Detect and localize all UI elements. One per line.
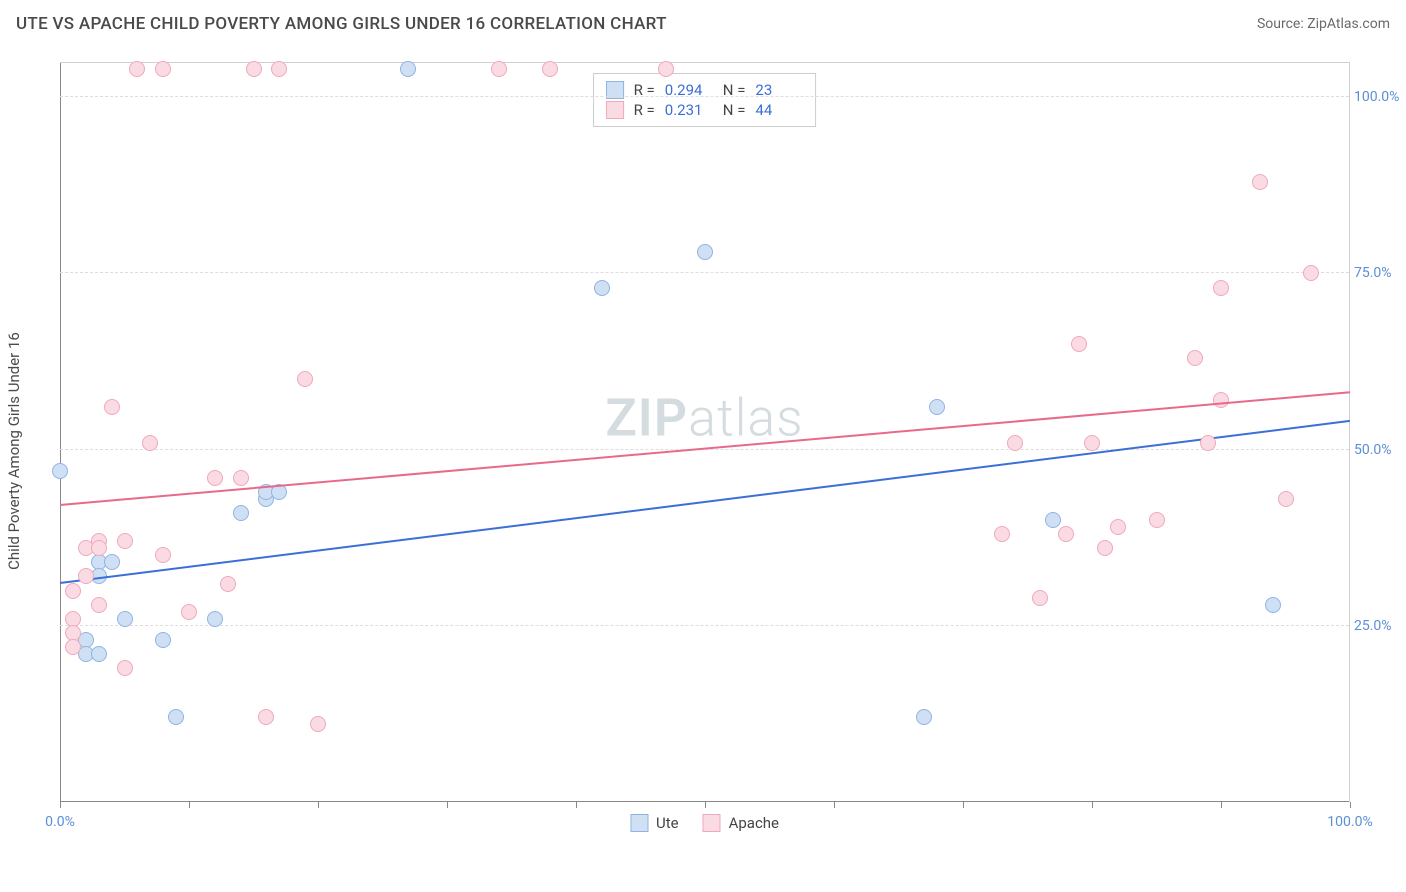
y-tick-label: 25.0% bbox=[1354, 618, 1406, 634]
scatter-point bbox=[491, 61, 507, 77]
legend-item: Ute bbox=[630, 814, 679, 832]
scatter-point bbox=[65, 639, 81, 655]
scatter-point bbox=[1149, 512, 1165, 528]
legend-swatch bbox=[703, 814, 721, 832]
scatter-point bbox=[542, 61, 558, 77]
y-tick-label: 75.0% bbox=[1354, 265, 1406, 281]
scatter-point bbox=[1265, 597, 1281, 613]
scatter-point bbox=[1071, 336, 1087, 352]
legend-label: Apache bbox=[729, 814, 779, 832]
scatter-point bbox=[1110, 519, 1126, 535]
scatter-point bbox=[1007, 435, 1023, 451]
scatter-point bbox=[207, 470, 223, 486]
scatter-point bbox=[181, 604, 197, 620]
scatter-point bbox=[1084, 435, 1100, 451]
scatter-point bbox=[258, 709, 274, 725]
scatter-point bbox=[994, 526, 1010, 542]
legend-swatch bbox=[606, 101, 624, 119]
legend-label: Ute bbox=[656, 814, 679, 832]
scatter-point bbox=[91, 597, 107, 613]
scatter-point bbox=[233, 470, 249, 486]
chart-title: UTE VS APACHE CHILD POVERTY AMONG GIRLS … bbox=[16, 14, 667, 34]
y-axis-line bbox=[60, 63, 61, 802]
legend-item: Apache bbox=[703, 814, 779, 832]
watermark-rest: atlas bbox=[688, 387, 804, 448]
scatter-point bbox=[129, 61, 145, 77]
stats-r-label: R = bbox=[634, 101, 655, 119]
scatter-point bbox=[697, 244, 713, 260]
scatter-point bbox=[155, 547, 171, 563]
chart-container: Child Poverty Among Girls Under 16 ZIPat… bbox=[50, 52, 1390, 832]
scatter-point bbox=[310, 716, 326, 732]
scatter-point bbox=[104, 554, 120, 570]
watermark: ZIPatlas bbox=[605, 387, 803, 448]
scatter-point bbox=[104, 399, 120, 415]
scatter-point bbox=[400, 61, 416, 77]
scatter-point bbox=[1187, 350, 1203, 366]
x-tick bbox=[318, 802, 319, 808]
scatter-point bbox=[1045, 512, 1061, 528]
x-tick bbox=[1350, 802, 1351, 808]
x-tick bbox=[963, 802, 964, 808]
scatter-point bbox=[233, 505, 249, 521]
scatter-point bbox=[155, 61, 171, 77]
stats-n-value: 44 bbox=[755, 101, 803, 119]
y-axis-label: Child Poverty Among Girls Under 16 bbox=[5, 332, 23, 570]
scatter-point bbox=[1252, 174, 1268, 190]
scatter-point bbox=[91, 540, 107, 556]
scatter-point bbox=[246, 61, 262, 77]
scatter-point bbox=[297, 371, 313, 387]
gridline-h bbox=[60, 96, 1349, 97]
scatter-point bbox=[65, 583, 81, 599]
scatter-point bbox=[1200, 435, 1216, 451]
scatter-point bbox=[1058, 526, 1074, 542]
scatter-point bbox=[594, 280, 610, 296]
scatter-point bbox=[142, 435, 158, 451]
x-tick-label: 0.0% bbox=[45, 814, 75, 830]
x-tick-label: 100.0% bbox=[1327, 814, 1372, 830]
scatter-point bbox=[91, 646, 107, 662]
scatter-point bbox=[929, 399, 945, 415]
watermark-zip: ZIP bbox=[605, 387, 688, 448]
scatter-point bbox=[1032, 590, 1048, 606]
plot-area: ZIPatlas R =0.294N =23R =0.231N =44 UteA… bbox=[60, 62, 1350, 802]
scatter-point bbox=[658, 61, 674, 77]
scatter-point bbox=[117, 611, 133, 627]
x-tick bbox=[1092, 802, 1093, 808]
scatter-point bbox=[220, 576, 236, 592]
stats-legend: R =0.294N =23R =0.231N =44 bbox=[593, 73, 817, 127]
scatter-point bbox=[155, 632, 171, 648]
scatter-point bbox=[78, 568, 94, 584]
y-tick-label: 100.0% bbox=[1354, 89, 1406, 105]
regression-line bbox=[60, 419, 1350, 583]
stats-n-label: N = bbox=[723, 101, 746, 119]
x-tick bbox=[60, 802, 61, 808]
gridline-h bbox=[60, 272, 1349, 273]
x-tick bbox=[189, 802, 190, 808]
scatter-point bbox=[207, 611, 223, 627]
source-attribution: Source: ZipAtlas.com bbox=[1257, 16, 1390, 32]
x-tick bbox=[1221, 802, 1222, 808]
scatter-point bbox=[52, 463, 68, 479]
x-tick bbox=[447, 802, 448, 808]
legend-swatch bbox=[630, 814, 648, 832]
x-tick bbox=[705, 802, 706, 808]
stats-legend-row: R = 0.231 N = 44 bbox=[606, 100, 804, 120]
x-tick bbox=[834, 802, 835, 808]
y-tick-label: 50.0% bbox=[1354, 442, 1406, 458]
scatter-point bbox=[1213, 392, 1229, 408]
scatter-point bbox=[1097, 540, 1113, 556]
stats-r-value: 0.231 bbox=[665, 101, 713, 119]
gridline-h bbox=[60, 625, 1349, 626]
scatter-point bbox=[168, 709, 184, 725]
scatter-point bbox=[117, 533, 133, 549]
scatter-point bbox=[1213, 280, 1229, 296]
scatter-point bbox=[916, 709, 932, 725]
scatter-point bbox=[1303, 265, 1319, 281]
x-tick bbox=[576, 802, 577, 808]
scatter-point bbox=[271, 61, 287, 77]
series-legend: Ute Apache bbox=[630, 814, 779, 832]
scatter-point bbox=[1278, 491, 1294, 507]
scatter-point bbox=[117, 660, 133, 676]
